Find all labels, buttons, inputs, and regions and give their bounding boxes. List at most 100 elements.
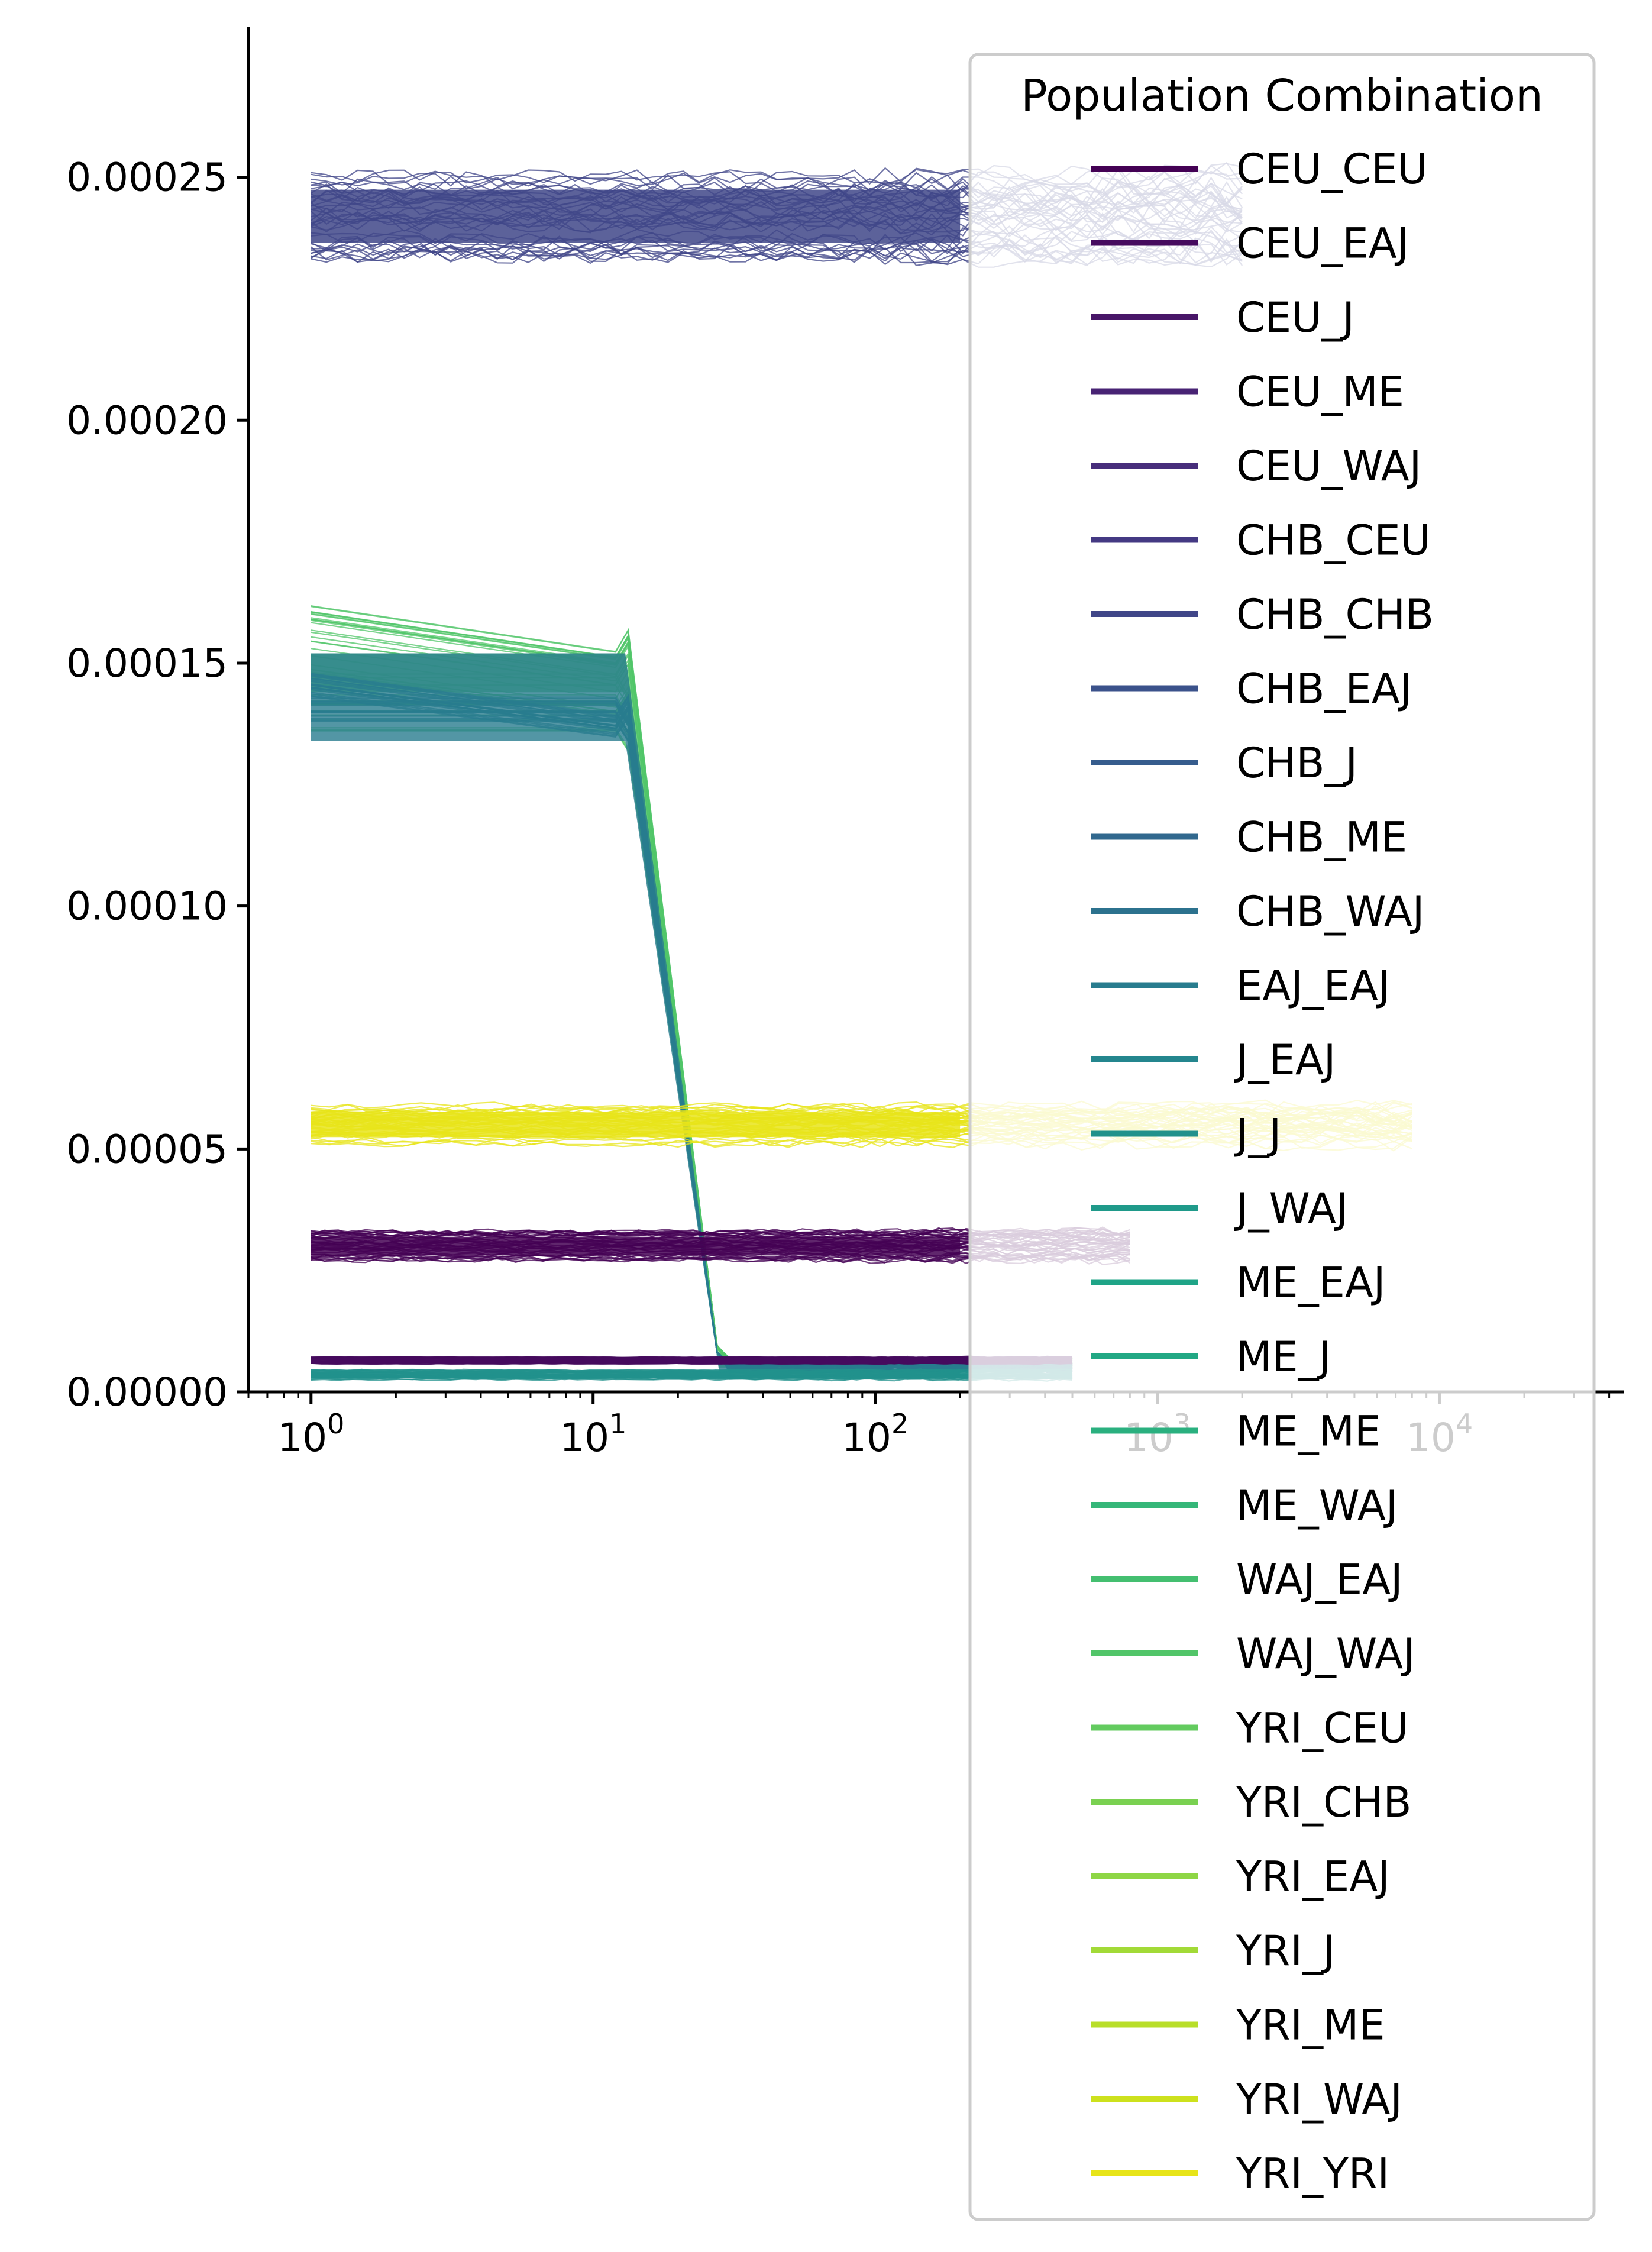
series-line	[311, 710, 1073, 1374]
x-tick-label: 100	[277, 1408, 344, 1461]
series-line	[311, 693, 1073, 1373]
legend-entry: CEU_ME	[1091, 368, 1404, 416]
x-tick-exponent: 1	[609, 1408, 626, 1440]
legend-label: J_J	[1234, 1110, 1281, 1159]
series-line	[311, 718, 1073, 1373]
legend-entry: YRI_WAJ	[1091, 2075, 1402, 2124]
legend-label: YRI_WAJ	[1236, 2075, 1402, 2124]
legend-label: ME_WAJ	[1236, 1481, 1398, 1530]
x-tick-base: 10	[277, 1415, 327, 1461]
legend-label: J_WAJ	[1234, 1184, 1349, 1233]
series-line	[311, 702, 1073, 1373]
legend-label: YRI_EAJ	[1236, 1853, 1390, 1901]
series-line	[311, 704, 1073, 1374]
legend-label: YRI_YRI	[1236, 2150, 1389, 2198]
series-line	[311, 664, 1073, 1368]
series-line	[311, 680, 1073, 1374]
series-line	[311, 694, 1073, 1368]
series-line	[311, 669, 1073, 1368]
y-tick-label: 0.00010	[66, 884, 228, 929]
legend-label: CEU_WAJ	[1236, 442, 1421, 490]
series-line	[311, 712, 1073, 1374]
legend-label: WAJ_WAJ	[1236, 1630, 1415, 1678]
legend-entry: CHB_ME	[1091, 813, 1407, 862]
legend-entry: CHB_EAJ	[1091, 665, 1412, 713]
series-line	[311, 694, 1073, 1373]
series-line	[311, 678, 1073, 1374]
y-tick-label: 0.00005	[66, 1126, 228, 1172]
series-line	[311, 700, 1073, 1373]
x-tick-label: 101	[560, 1408, 626, 1461]
legend-entry: YRI_ME	[1091, 2001, 1385, 2050]
y-tick-label: 0.00020	[66, 398, 228, 443]
series-line	[311, 710, 1073, 1369]
legend-entry: YRI_EAJ	[1091, 1853, 1390, 1901]
series-line	[311, 703, 1073, 1368]
series-line	[311, 714, 1073, 1368]
series-line	[311, 703, 1073, 1374]
series-line	[311, 1377, 1073, 1381]
series-line	[311, 673, 1073, 1373]
series-line	[311, 683, 1073, 1373]
legend-label: EAJ_EAJ	[1236, 962, 1391, 1010]
series-line	[311, 703, 1073, 1368]
legend-label: YRI_CHB	[1236, 1778, 1412, 1827]
legend-entry: WAJ_EAJ	[1091, 1556, 1403, 1604]
legend-label: CHB_WAJ	[1236, 887, 1424, 936]
series-line	[311, 675, 1073, 1374]
x-tick-base: 10	[560, 1415, 609, 1461]
legend-entry: YRI_CHB	[1091, 1778, 1412, 1827]
legend-entry: CHB_WAJ	[1091, 887, 1424, 936]
x-tick-label: 102	[842, 1408, 909, 1461]
legend-entry: WAJ_WAJ	[1091, 1630, 1415, 1678]
legend-label: CEU_ME	[1236, 368, 1404, 416]
series-line	[311, 719, 1073, 1373]
legend-label: CHB_EAJ	[1236, 665, 1412, 713]
legend-entry: CHB_J	[1091, 739, 1357, 787]
legend-label: YRI_CEU	[1236, 1704, 1408, 1753]
y-tick-label: 0.00000	[66, 1369, 228, 1415]
series-line	[311, 703, 1073, 1369]
series-line	[311, 686, 1073, 1374]
series-line	[311, 683, 1073, 1374]
series-line	[311, 729, 1073, 1368]
series-core-band	[311, 189, 961, 243]
legend-label: CEU_EAJ	[1236, 219, 1409, 268]
legend-entry: J_EAJ	[1091, 1036, 1336, 1084]
series-line	[311, 684, 1073, 1374]
series-line	[311, 720, 1073, 1373]
series-EAJ_EAJ	[311, 653, 1073, 1374]
legend-label: YRI_ME	[1236, 2001, 1385, 2050]
x-tick-exponent: 0	[327, 1408, 344, 1440]
series-line	[311, 673, 1073, 1374]
series-line	[311, 671, 1073, 1369]
series-core-band	[311, 1372, 961, 1378]
series-line	[311, 687, 1073, 1373]
legend-entry: YRI_YRI	[1091, 2150, 1389, 2198]
legend-entry: CEU_J	[1091, 293, 1354, 342]
series-line	[311, 710, 1073, 1374]
legend-entry: YRI_CEU	[1091, 1704, 1408, 1753]
legend-label: ME_ME	[1236, 1407, 1381, 1456]
legend-label: CHB_CEU	[1236, 516, 1431, 565]
series-line	[311, 686, 1073, 1374]
legend-box	[968, 53, 1596, 2221]
legend-entry: ME_J	[1091, 1333, 1331, 1381]
series-line	[311, 696, 1073, 1373]
series-line	[311, 679, 1073, 1374]
legend-label: WAJ_EAJ	[1236, 1556, 1403, 1604]
legend-label: CEU_CEU	[1236, 145, 1428, 193]
x-tick-base: 10	[842, 1415, 891, 1461]
x-tick-exponent: 2	[891, 1408, 909, 1440]
series-line	[311, 715, 1073, 1373]
series-line	[311, 689, 1073, 1373]
series-line	[311, 673, 1073, 1368]
series-line	[311, 696, 1073, 1374]
series-line	[311, 684, 1073, 1369]
y-ticks: 0.00000 0.00005 0.00010 0.00015 0.00020 0.000…	[66, 155, 248, 1415]
series-line	[311, 702, 1073, 1368]
legend-entry: CHB_CHB	[1091, 590, 1434, 639]
series-line	[311, 704, 1073, 1368]
series-line	[311, 719, 1073, 1368]
legend-entry: EAJ_EAJ	[1091, 962, 1391, 1010]
